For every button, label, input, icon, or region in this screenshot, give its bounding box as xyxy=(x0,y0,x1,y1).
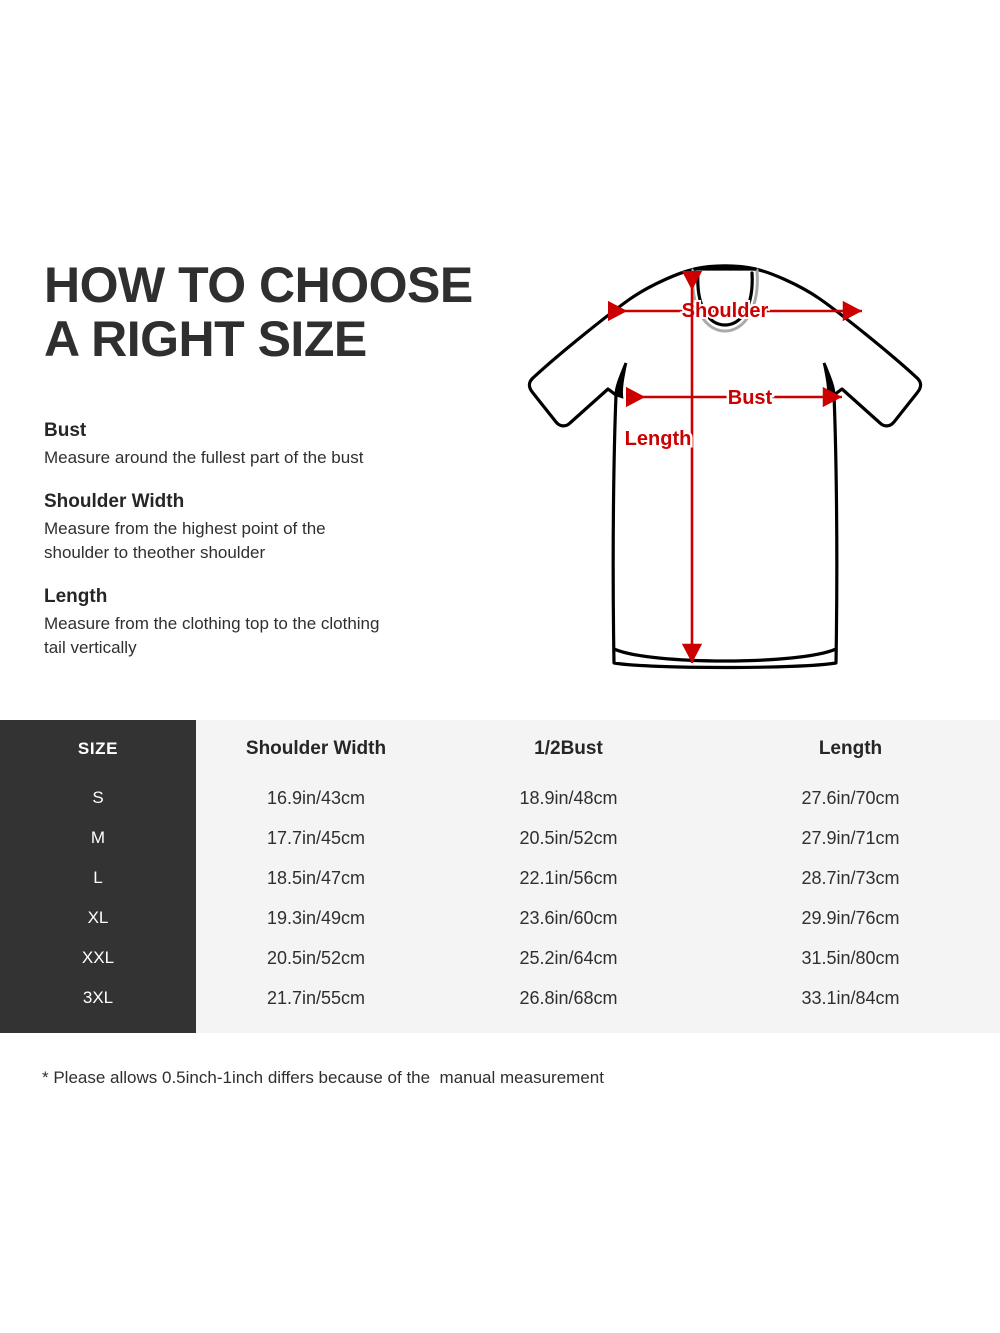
row-shoulder-width-value: 16.9in/43cm xyxy=(266,787,366,808)
table-row: S 16.9in/43cm 18.9in/48cm 27.6in/70cm xyxy=(0,778,1000,818)
size-chart-table: SIZE Shoulder Width 1/2Bust Length S 16.… xyxy=(0,720,1000,1033)
length-measure-label: Length xyxy=(625,428,692,450)
row-half-bust-value: 18.9in/48cm xyxy=(519,787,618,808)
row-shoulder-width-value: 18.5in/47cm xyxy=(266,867,366,888)
definition-shoulder-width: Shoulder Width Measure from the highest … xyxy=(44,489,464,565)
definition-shoulder-width-description: Measure from the highest point of the sh… xyxy=(44,519,326,562)
row-shoulder-width-value: 20.5in/52cm xyxy=(266,947,366,968)
definition-bust-description: Measure around the fullest part of the b… xyxy=(44,448,364,467)
tshirt-outline xyxy=(527,267,923,670)
page-title-line2: A RIGHT SIZE xyxy=(44,311,367,367)
sleeve-seam-left xyxy=(614,362,628,396)
collar-top-band xyxy=(693,264,757,271)
definition-length-term: Length xyxy=(44,586,108,607)
bust-measure-label: Bust xyxy=(728,387,773,409)
row-length-value: 33.1in/84cm xyxy=(801,987,900,1008)
row-size-label: M xyxy=(90,828,106,847)
row-length-value: 31.5in/80cm xyxy=(801,947,900,968)
shoulder-measure-label: Shoulder xyxy=(682,300,769,322)
size-column-background xyxy=(0,720,196,1033)
row-shoulder-width-value: 19.3in/49cm xyxy=(266,907,366,928)
row-half-bust-value: 26.8in/68cm xyxy=(519,987,618,1008)
table-row: XXL 20.5in/52cm 25.2in/64cm 31.5in/80cm xyxy=(0,938,1000,978)
hem-line xyxy=(613,647,837,663)
row-half-bust-value: 23.6in/60cm xyxy=(519,907,618,928)
row-half-bust-value: 25.2in/64cm xyxy=(519,947,618,968)
collar-outer-line xyxy=(691,268,759,333)
page-title-line1: HOW TO CHOOSE xyxy=(44,257,473,313)
row-length-value: 27.6in/70cm xyxy=(801,787,900,808)
table-header-row: SIZE Shoulder Width 1/2Bust Length xyxy=(0,720,1000,778)
definition-length-description: Measure from the clothing top to the clo… xyxy=(44,614,380,657)
table-row: 3XL 21.7in/55cm 26.8in/68cm 33.1in/84cm xyxy=(0,978,1000,1018)
header-cell-length: Length xyxy=(818,738,883,759)
page-title: HOW TO CHOOSE A RIGHT SIZE xyxy=(44,258,474,366)
row-size-label: XXL xyxy=(81,948,115,967)
header-cell-size: SIZE xyxy=(77,739,119,758)
definition-shoulder-width-term: Shoulder Width xyxy=(44,491,185,512)
table-row: M 17.7in/45cm 20.5in/52cm 27.9in/71cm xyxy=(0,818,1000,858)
row-shoulder-width-value: 17.7in/45cm xyxy=(266,827,366,848)
definition-bust-term: Bust xyxy=(44,420,87,441)
tshirt-measurement-diagram: Shoulder Bust Length xyxy=(490,245,960,685)
measurement-definitions: Bust Measure around the fullest part of … xyxy=(44,418,464,679)
definition-length: Length Measure from the clothing top to … xyxy=(44,584,464,660)
table-row: L 18.5in/47cm 22.1in/56cm 28.7in/73cm xyxy=(0,858,1000,898)
measurement-disclaimer: * Please allows 0.5inch-1inch differs be… xyxy=(42,1068,604,1087)
row-size-label: 3XL xyxy=(82,988,114,1007)
header-cell-half-bust: 1/2Bust xyxy=(534,738,603,759)
collar-inner-line xyxy=(696,271,754,327)
row-half-bust-value: 22.1in/56cm xyxy=(519,867,618,888)
header-cell-shoulder-width: Shoulder Width xyxy=(245,738,387,759)
row-size-label: S xyxy=(92,788,104,807)
row-shoulder-width-value: 21.7in/55cm xyxy=(266,987,366,1008)
row-size-label: XL xyxy=(87,908,109,927)
row-size-label: L xyxy=(93,868,103,887)
definition-bust: Bust Measure around the fullest part of … xyxy=(44,418,464,470)
table-row: XL 19.3in/49cm 23.6in/60cm 29.9in/76cm xyxy=(0,898,1000,938)
row-length-value: 27.9in/71cm xyxy=(801,827,900,848)
row-length-value: 28.7in/73cm xyxy=(801,867,900,888)
row-length-value: 29.9in/76cm xyxy=(801,907,900,928)
row-half-bust-value: 20.5in/52cm xyxy=(519,827,618,848)
